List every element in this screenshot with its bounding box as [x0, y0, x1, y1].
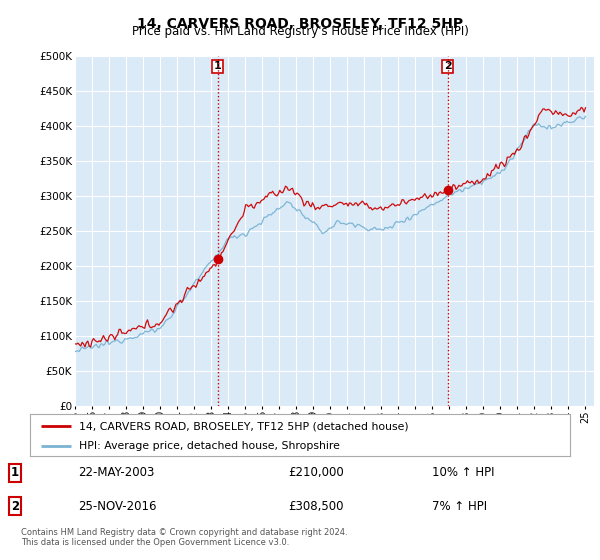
Text: HPI: Average price, detached house, Shropshire: HPI: Average price, detached house, Shro… [79, 441, 340, 451]
Text: Price paid vs. HM Land Registry's House Price Index (HPI): Price paid vs. HM Land Registry's House … [131, 25, 469, 38]
Text: £210,000: £210,000 [288, 466, 344, 479]
Text: 14, CARVERS ROAD, BROSELEY, TF12 5HP (detached house): 14, CARVERS ROAD, BROSELEY, TF12 5HP (de… [79, 421, 408, 431]
Text: 22-MAY-2003: 22-MAY-2003 [78, 466, 154, 479]
Text: 25-NOV-2016: 25-NOV-2016 [78, 500, 157, 513]
Text: Contains HM Land Registry data © Crown copyright and database right 2024.
This d: Contains HM Land Registry data © Crown c… [21, 528, 347, 547]
Text: £308,500: £308,500 [288, 500, 343, 513]
Text: 1: 1 [11, 466, 19, 479]
Text: 7% ↑ HPI: 7% ↑ HPI [432, 500, 487, 513]
Text: 10% ↑ HPI: 10% ↑ HPI [432, 466, 494, 479]
Text: 1: 1 [214, 61, 221, 71]
Text: 2: 2 [11, 500, 19, 513]
Text: 2: 2 [444, 61, 452, 71]
Text: 14, CARVERS ROAD, BROSELEY, TF12 5HP: 14, CARVERS ROAD, BROSELEY, TF12 5HP [137, 17, 463, 31]
